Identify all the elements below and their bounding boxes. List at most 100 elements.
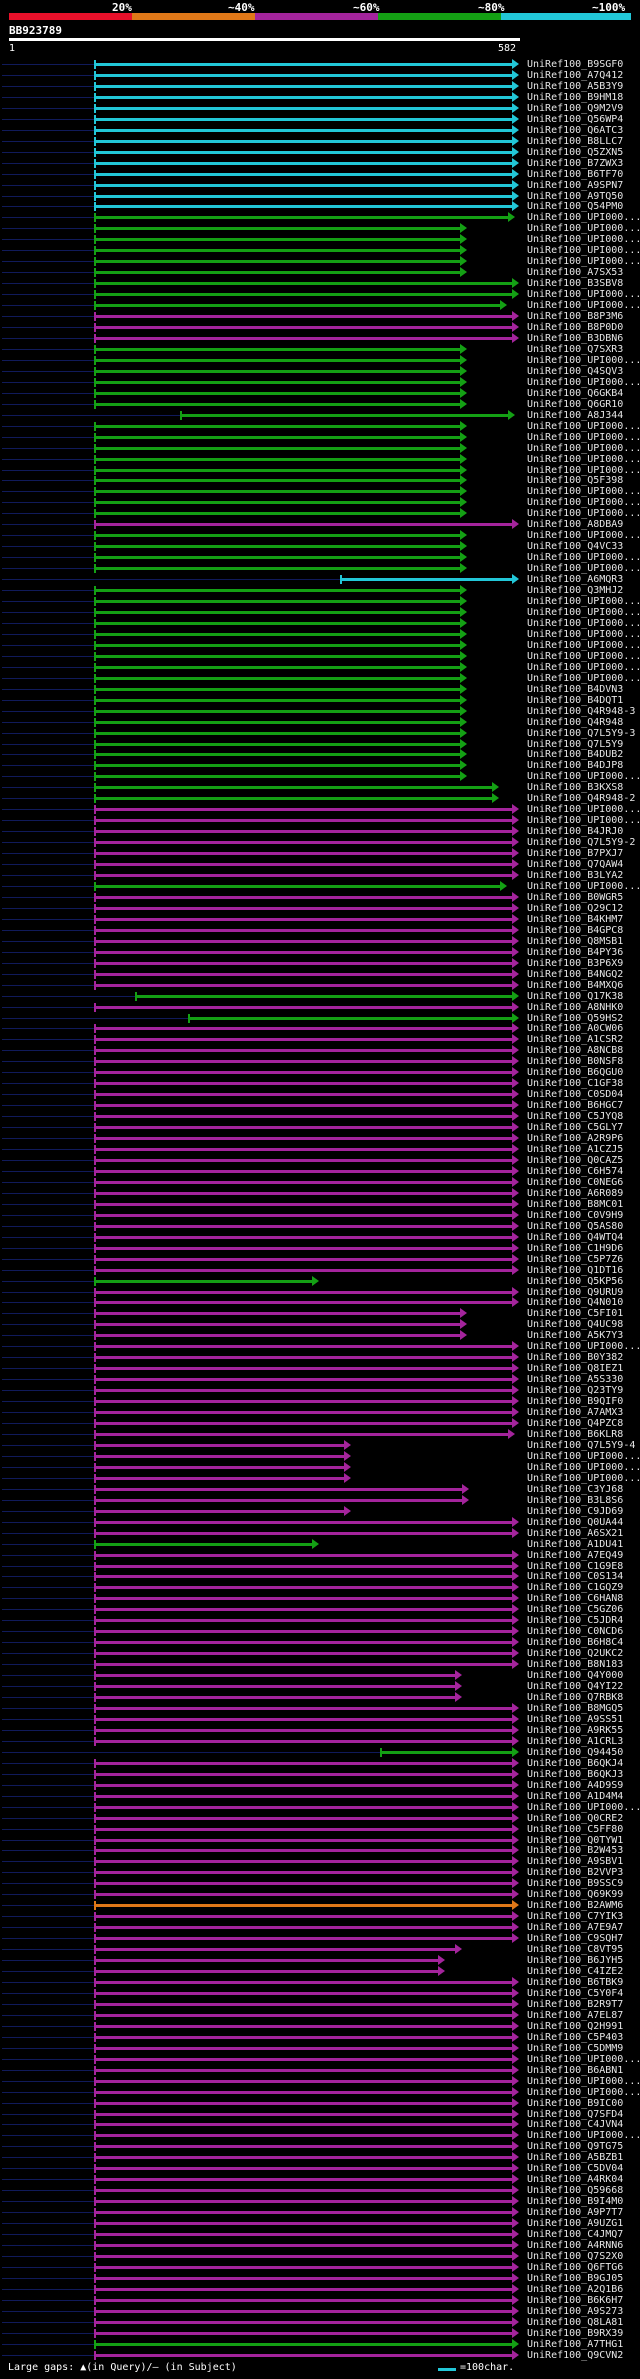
hit-label-link[interactable]: UniRef100_C1H9D6: [527, 1242, 624, 1254]
hit-label-link[interactable]: UniRef100_B8MC01: [527, 1198, 624, 1210]
hit-label-link[interactable]: UniRef100_Q0CRE2: [527, 1812, 624, 1824]
hit-alignment-bar[interactable]: [94, 709, 460, 713]
hit-row[interactable]: UniRef100_B3SBV8: [0, 278, 640, 289]
hit-row[interactable]: UniRef100_Q69K99: [0, 1889, 640, 1900]
hit-label-link[interactable]: UniRef100_B9SSC9: [527, 1878, 624, 1890]
hit-alignment-bar[interactable]: [94, 1959, 438, 1963]
hit-row[interactable]: UniRef100_Q4N010: [0, 1297, 640, 1308]
hit-row[interactable]: UniRef100_UPI000...: [0, 442, 640, 454]
hit-alignment-bar[interactable]: [94, 556, 460, 560]
hit-row[interactable]: UniRef100_Q7S2X0: [0, 2251, 640, 2262]
hit-alignment-bar[interactable]: [94, 1816, 512, 1820]
hit-label-link[interactable]: UniRef100_Q7L5Y9-4: [527, 1439, 636, 1451]
hit-label-link[interactable]: UniRef100_A7SX53: [527, 267, 624, 279]
hit-label-link[interactable]: UniRef100_Q56WP4: [527, 113, 624, 125]
hit-row[interactable]: UniRef100_A1D4M4: [0, 1790, 640, 1802]
hit-row[interactable]: UniRef100_A6R089: [0, 1187, 640, 1199]
hit-alignment-bar[interactable]: [94, 1159, 512, 1162]
hit-label-link[interactable]: UniRef100_Q0UA44: [527, 1516, 624, 1528]
hit-alignment-bar[interactable]: [94, 271, 460, 275]
hit-alignment-bar[interactable]: [94, 2298, 512, 2302]
hit-row[interactable]: UniRef100_Q6ATC3: [0, 124, 640, 136]
hit-row[interactable]: UniRef100_Q9URU9: [0, 1286, 640, 1298]
hit-alignment-bar[interactable]: [94, 2255, 512, 2258]
hit-label-link[interactable]: UniRef100_B6K6H7: [527, 2294, 624, 2306]
hit-label-link[interactable]: UniRef100_Q5F398: [527, 475, 624, 487]
hit-row[interactable]: UniRef100_UPI000...: [0, 596, 640, 607]
hit-alignment-bar[interactable]: [94, 676, 460, 680]
hit-row[interactable]: UniRef100_B8N183: [0, 1659, 640, 1670]
hit-alignment-bar[interactable]: [94, 687, 460, 691]
hit-alignment-bar[interactable]: [94, 172, 512, 176]
hit-row[interactable]: UniRef100_UPI000...: [0, 234, 640, 245]
hit-row[interactable]: UniRef100_Q3MHJ2: [0, 585, 640, 596]
hit-alignment-bar[interactable]: [94, 1498, 462, 1502]
hit-row[interactable]: UniRef100_C5GLY7: [0, 1122, 640, 1133]
hit-alignment-bar[interactable]: [94, 2320, 512, 2324]
hit-label-link[interactable]: UniRef100_B9QIF0: [527, 1396, 624, 1408]
hit-alignment-bar[interactable]: [94, 928, 512, 932]
hit-label-link[interactable]: UniRef100_UPI000...: [527, 1801, 640, 1813]
hit-alignment-bar[interactable]: [94, 2287, 512, 2291]
hit-alignment-bar[interactable]: [94, 2002, 512, 2006]
hit-row[interactable]: UniRef100_B0WGR5: [0, 891, 640, 903]
hit-row[interactable]: UniRef100_A4D9S9: [0, 1779, 640, 1791]
hit-label-link[interactable]: UniRef100_C5JYQ8: [527, 1111, 624, 1123]
hit-row[interactable]: UniRef100_Q54PM0: [0, 201, 640, 212]
hit-label-link[interactable]: UniRef100_Q9URU9: [527, 1286, 624, 1298]
hit-label-link[interactable]: UniRef100_B6JYH5: [527, 1955, 624, 1967]
hit-label-link[interactable]: UniRef100_Q6FTG6: [527, 2261, 624, 2273]
hit-label-link[interactable]: UniRef100_B2R9T7: [527, 1998, 624, 2010]
hit-label-link[interactable]: UniRef100_A8J344: [527, 409, 624, 421]
hit-label-link[interactable]: UniRef100_C5FF80: [527, 1823, 624, 1835]
hit-alignment-bar[interactable]: [94, 1476, 344, 1480]
hit-alignment-bar[interactable]: [94, 2167, 512, 2171]
hit-alignment-bar[interactable]: [94, 1389, 512, 1393]
hit-row[interactable]: UniRef100_B0Y382: [0, 1352, 640, 1363]
hit-label-link[interactable]: UniRef100_B8P0D0: [527, 322, 624, 334]
hit-row[interactable]: UniRef100_B0NSF8: [0, 1056, 640, 1067]
hit-alignment-bar[interactable]: [94, 2101, 512, 2105]
hit-label-link[interactable]: UniRef100_B4DJP8: [527, 760, 624, 772]
hit-label-link[interactable]: UniRef100_UPI000...: [527, 420, 640, 432]
hit-row[interactable]: UniRef100_Q29C12: [0, 902, 640, 914]
hit-row[interactable]: UniRef100_B4DQT1: [0, 694, 640, 706]
hit-row[interactable]: UniRef100_Q4UC98: [0, 1319, 640, 1330]
hit-label-link[interactable]: UniRef100_Q4N010: [527, 1297, 624, 1309]
hit-label-link[interactable]: UniRef100_Q54PM0: [527, 201, 624, 213]
hit-label-link[interactable]: UniRef100_C6HAN8: [527, 1593, 624, 1605]
hit-label-link[interactable]: UniRef100_A8NCB8: [527, 1045, 624, 1057]
hit-alignment-bar[interactable]: [94, 2013, 512, 2017]
hit-alignment-bar[interactable]: [94, 830, 512, 834]
hit-row[interactable]: UniRef100_Q4R948-2: [0, 793, 640, 804]
hit-label-link[interactable]: UniRef100_B8LLC7: [527, 135, 624, 147]
hit-row[interactable]: UniRef100_UPI000...: [0, 376, 640, 388]
hit-row[interactable]: UniRef100_C5FI01: [0, 1308, 640, 1319]
hit-label-link[interactable]: UniRef100_A1D4M4: [527, 1790, 624, 1802]
hit-alignment-bar[interactable]: [94, 2331, 512, 2335]
hit-alignment-bar[interactable]: [94, 238, 460, 242]
hit-alignment-bar[interactable]: [94, 424, 460, 428]
hit-row[interactable]: UniRef100_UPI000...: [0, 354, 640, 366]
hit-label-link[interactable]: UniRef100_B3KXS8: [527, 782, 624, 794]
hit-alignment-bar[interactable]: [94, 906, 512, 910]
hit-row[interactable]: UniRef100_B6QKJ4: [0, 1757, 640, 1769]
hit-row[interactable]: UniRef100_A5K7Y3: [0, 1330, 640, 1341]
hit-label-link[interactable]: UniRef100_B6H8C4: [527, 1637, 624, 1649]
hit-alignment-bar[interactable]: [94, 1794, 512, 1798]
hit-label-link[interactable]: UniRef100_A7E9A7: [527, 1922, 624, 1934]
hit-label-link[interactable]: UniRef100_B6ABN1: [527, 2064, 624, 2076]
hit-label-link[interactable]: UniRef100_UPI000...: [527, 804, 640, 816]
hit-alignment-bar[interactable]: [94, 2222, 512, 2226]
hit-label-link[interactable]: UniRef100_Q4R948: [527, 716, 624, 728]
hit-label-link[interactable]: UniRef100_B4DVN3: [527, 683, 624, 695]
hit-label-link[interactable]: UniRef100_UPI000...: [527, 552, 640, 564]
hit-row[interactable]: UniRef100_Q4SQV3: [0, 365, 640, 377]
hit-alignment-bar[interactable]: [94, 369, 460, 373]
hit-label-link[interactable]: UniRef100_Q7SFD4: [527, 2108, 624, 2120]
hit-alignment-bar[interactable]: [94, 720, 460, 724]
hit-row[interactable]: UniRef100_B8LLC7: [0, 135, 640, 147]
hit-alignment-bar[interactable]: [94, 1180, 512, 1184]
hit-alignment-bar[interactable]: [94, 106, 512, 110]
hit-label-link[interactable]: UniRef100_A1CRL3: [527, 1735, 624, 1747]
